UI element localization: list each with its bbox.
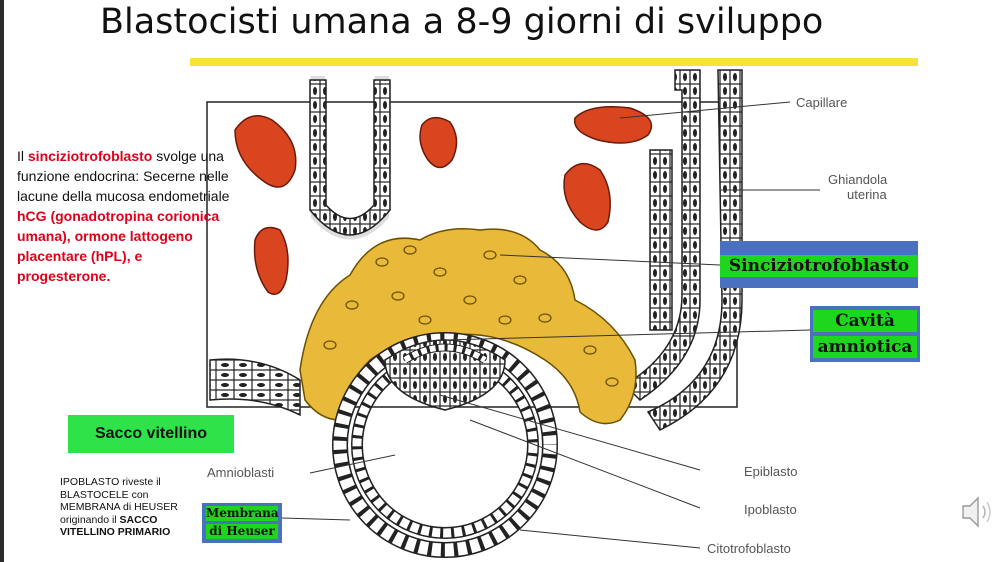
leader-lines: [281, 101, 820, 549]
tag-sinciziotrofoblasto: Sinciziotrofoblasto: [720, 241, 918, 288]
blood-cells: [234, 106, 653, 295]
figure-header-bar: [190, 58, 918, 66]
label-epiblasto: Epiblasto: [744, 464, 798, 479]
left-gland: [309, 79, 391, 236]
desc-text-1: Il: [17, 148, 28, 164]
tag-cavita-line1: Cavità: [813, 310, 917, 332]
label-citotrofoblasto: Citotrofoblasto: [707, 541, 791, 556]
trophoblast-nuclei: [323, 245, 619, 387]
label-ghiandola-2: uterina: [847, 187, 887, 202]
desc-highlight-1: sinciziotrofoblasto: [27, 148, 153, 164]
speaker-icon[interactable]: [960, 492, 998, 532]
label-capillare: Capillare: [796, 95, 848, 110]
syncytiotrophoblast-description: Il sinciziotrofoblasto svolge una funzio…: [17, 146, 232, 286]
ipo-text: IPOBLASTO riveste il BLASTOCELE con MEMB…: [60, 476, 178, 526]
tag-membrana-line2: di Heuser: [206, 524, 278, 539]
desc-text-2: svolge una funzione endocrina: Secerne n…: [17, 148, 230, 204]
tag-membrana-line1: Membrana: [206, 506, 279, 521]
tag-sinciziotrofoblasto-label: Sinciziotrofoblasto: [720, 255, 918, 277]
label-ipoblasto: Ipoblasto: [744, 502, 797, 517]
ipo-bold: SACCO VITELLINO PRIMARIO: [60, 513, 171, 539]
ipoblasto-note: IPOBLASTO riveste il BLASTOCELE con MEMB…: [60, 476, 210, 539]
blastocyst-diagram: [206, 69, 820, 558]
desc-highlight-2: hCG (gonadotropina corionica umana), orm…: [17, 208, 220, 284]
tag-membrana-heuser: Membrana di Heuser: [202, 503, 282, 543]
tag-cavita-amniotica: Cavità amniotica: [810, 306, 920, 362]
window-edge: [0, 0, 4, 562]
label-ghiandola-1: Ghiandola: [828, 172, 888, 187]
tag-cavita-line2: amniotica: [813, 336, 917, 358]
tag-sacco-vitellino: Sacco vitellino: [68, 415, 234, 453]
slide-title: Blastocisti umana a 8-9 giorni di svilup…: [100, 2, 824, 42]
label-amnioblasti: Amnioblasti: [207, 465, 275, 480]
lower-gland: [209, 358, 301, 417]
